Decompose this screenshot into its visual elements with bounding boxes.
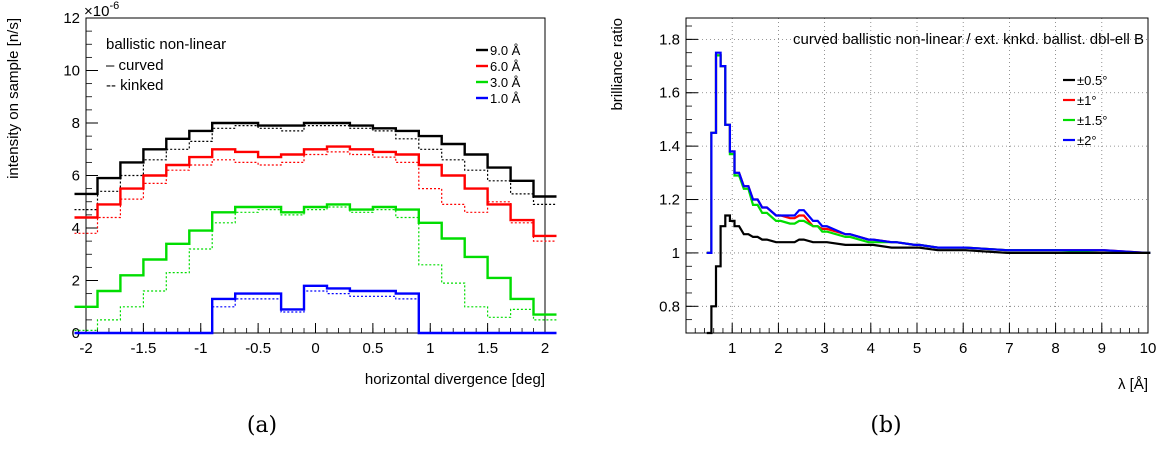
x-tick-label: 3 (820, 340, 828, 357)
y-exponent-power: -6 (109, 0, 119, 12)
panel-caption-b: (b) (870, 413, 901, 438)
x-tick-label: 0 (311, 340, 319, 357)
x-tick-label: 8 (1051, 340, 1059, 357)
y-tick-label: 12 (63, 10, 80, 27)
y-tick-label: 4 (72, 220, 80, 237)
y-tick-label: 10 (63, 63, 80, 80)
y-tick-label: 8 (72, 115, 80, 132)
x-tick-label: 2 (541, 340, 549, 357)
legend-label: 3.0 Å (490, 75, 521, 90)
annotation-curved: – curved (106, 57, 164, 74)
y-tick-label: 1.4 (659, 138, 680, 155)
legend-label: ±0.5° (1077, 73, 1107, 88)
x-tick-label: 1.5 (477, 340, 498, 357)
legend-label: 6.0 Å (490, 59, 521, 74)
legend-label: ±2° (1077, 133, 1097, 148)
y-tick-label: 0.8 (659, 298, 680, 315)
y-tick-label: 1.8 (659, 31, 680, 48)
x-tick-label: 6 (959, 340, 967, 357)
y-tick-label: 2 (72, 273, 80, 290)
legend-label: ±1.5° (1077, 113, 1107, 128)
x-axis-title: λ [Å] (1118, 376, 1148, 393)
x-tick-label: -1 (194, 340, 207, 357)
x-tick-label: 5 (913, 340, 921, 357)
series-line-1 (706, 214, 1151, 335)
y-tick-label: 1 (672, 245, 680, 262)
x-tick-label: -1.5 (130, 340, 156, 357)
y-tick-label: 1.6 (659, 85, 680, 102)
series-line-4 (74, 151, 557, 242)
y-tick-label: 6 (72, 168, 80, 185)
x-tick-label: 7 (1005, 340, 1013, 357)
x-tick-label: 10 (1140, 340, 1157, 357)
x-tick-label: 0.5 (362, 340, 383, 357)
y-exponent-label: ×10-6 (84, 0, 119, 20)
legend-label: 9.0 Å (490, 43, 521, 58)
x-axis-title: horizontal divergence [deg] (365, 371, 545, 388)
x-tick-label: 1 (728, 340, 736, 357)
legend-label: 1.0 Å (490, 91, 521, 106)
series-line-3 (74, 145, 557, 238)
annotation-kinked: -- kinked (106, 77, 164, 94)
series-line-1 (74, 121, 557, 198)
series-line-4 (706, 51, 1151, 254)
annotation-title: ballistic non-linear (106, 36, 226, 53)
x-tick-label: 1 (426, 340, 434, 357)
y-tick-label: 1.2 (659, 192, 680, 209)
series-line-8 (74, 290, 557, 334)
chart-title: curved ballistic non-linear / ext. knkd.… (793, 31, 1144, 48)
y-axis-title: brilliance ratio (609, 18, 626, 111)
series-line-5 (74, 203, 557, 316)
panel-caption-a: (a) (247, 413, 277, 438)
x-tick-label: 4 (867, 340, 875, 357)
panel-b: 1 2 3 4 5 6 7 8 9 10 0.8 1 1.2 1.4 1.6 1.8 curved ballis… (609, 17, 1157, 438)
x-tick-label: 9 (1098, 340, 1106, 357)
x-tick-label: -0.5 (245, 340, 271, 357)
legend-label: ±1° (1077, 93, 1097, 108)
x-tick-label: 2 (774, 340, 782, 357)
series-line-6 (74, 206, 557, 331)
plot-frame (685, 17, 1149, 334)
series-line-2 (74, 125, 557, 211)
x-tick-label: -2 (79, 340, 92, 357)
y-axis-title: intensity on sample [n/s] (5, 18, 22, 179)
